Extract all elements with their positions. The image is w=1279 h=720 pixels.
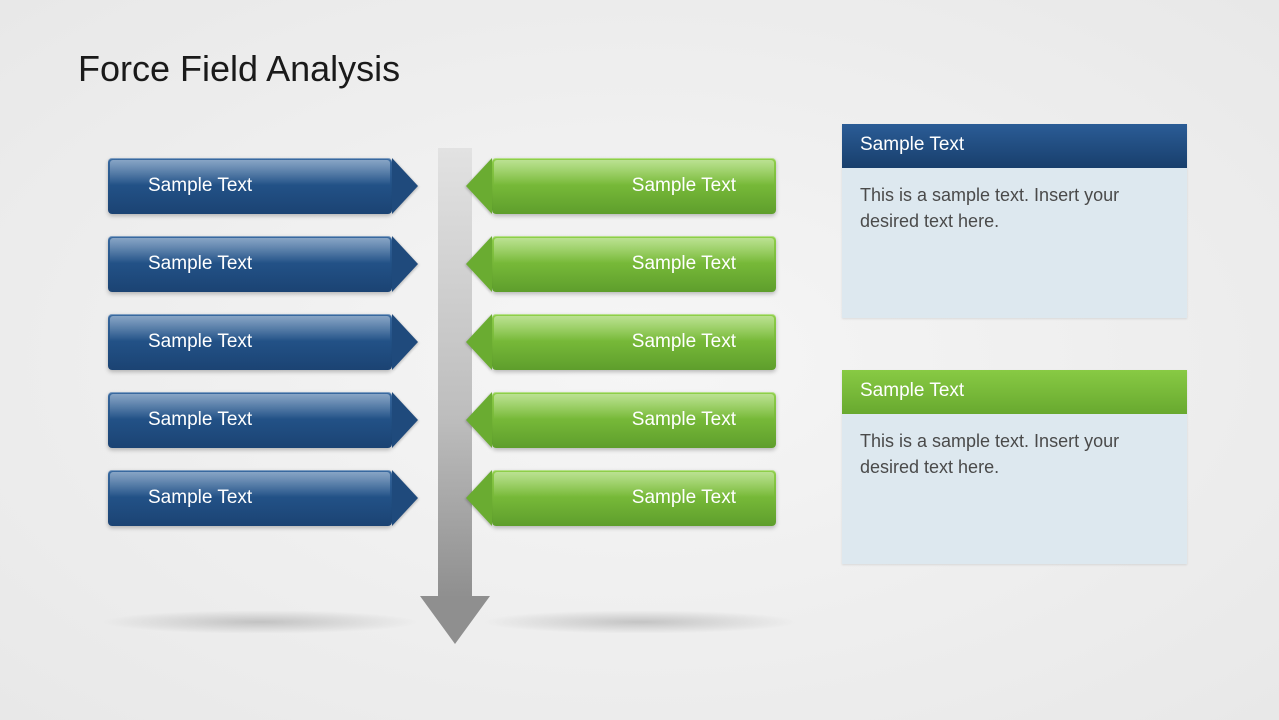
panel-body: This is a sample text. Insert your desir… — [842, 168, 1187, 318]
chevron-right-icon — [392, 470, 418, 526]
force-label: Sample Text — [148, 175, 252, 197]
force-label: Sample Text — [632, 487, 736, 509]
chevron-left-icon — [466, 470, 492, 526]
force-label: Sample Text — [632, 331, 736, 353]
force-label: Sample Text — [148, 409, 252, 431]
restraining-forces-column: Sample Text Sample Text Sample Text Samp… — [492, 158, 776, 526]
driving-force: Sample Text — [108, 314, 392, 370]
driving-force: Sample Text — [108, 470, 392, 526]
chevron-left-icon — [466, 392, 492, 448]
force-label: Sample Text — [148, 487, 252, 509]
panel-body: This is a sample text. Insert your desir… — [842, 414, 1187, 564]
restraining-force: Sample Text — [492, 314, 776, 370]
restraining-force: Sample Text — [492, 158, 776, 214]
chevron-right-icon — [392, 236, 418, 292]
restraining-force: Sample Text — [492, 470, 776, 526]
column-shadow — [480, 610, 800, 634]
force-label: Sample Text — [632, 253, 736, 275]
force-label: Sample Text — [632, 175, 736, 197]
chevron-right-icon — [392, 314, 418, 370]
driving-force: Sample Text — [108, 392, 392, 448]
force-label: Sample Text — [148, 253, 252, 275]
driving-force: Sample Text — [108, 236, 392, 292]
column-shadow — [100, 610, 420, 634]
driving-force: Sample Text — [108, 158, 392, 214]
panel-header: Sample Text — [842, 124, 1187, 168]
chevron-left-icon — [466, 314, 492, 370]
info-panel-driving: Sample Text This is a sample text. Inser… — [842, 124, 1187, 318]
page-title: Force Field Analysis — [78, 48, 400, 90]
force-label: Sample Text — [632, 409, 736, 431]
panel-header: Sample Text — [842, 370, 1187, 414]
arrow-shaft — [438, 148, 472, 598]
driving-forces-column: Sample Text Sample Text Sample Text Samp… — [108, 158, 392, 526]
chevron-left-icon — [466, 236, 492, 292]
chevron-right-icon — [392, 392, 418, 448]
restraining-force: Sample Text — [492, 236, 776, 292]
restraining-force: Sample Text — [492, 392, 776, 448]
force-label: Sample Text — [148, 331, 252, 353]
chevron-left-icon — [466, 158, 492, 214]
chevron-right-icon — [392, 158, 418, 214]
info-panel-restraining: Sample Text This is a sample text. Inser… — [842, 370, 1187, 564]
